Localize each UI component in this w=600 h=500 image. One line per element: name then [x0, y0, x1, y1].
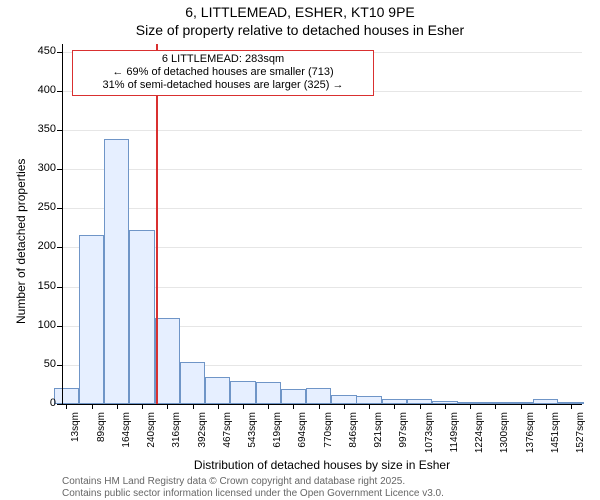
chart-title-line1: 6, LITTLEMEAD, ESHER, KT10 9PE [0, 4, 600, 20]
annotation-box: 6 LITTLEMEAD: 283sqm← 69% of detached ho… [72, 50, 374, 96]
y-tick-label: 100 [18, 319, 56, 331]
footer-line2: Contains public sector information licen… [62, 488, 444, 499]
y-tick-label: 350 [18, 123, 56, 135]
x-tick-label: 392sqm [197, 412, 208, 462]
x-tick-label: 1451sqm [550, 412, 561, 462]
y-tick-label: 0 [18, 397, 56, 409]
x-tick-mark [218, 404, 219, 409]
x-tick-mark [66, 404, 67, 409]
footer-line1: Contains HM Land Registry data © Crown c… [62, 476, 405, 487]
annotation-line: 31% of semi-detached houses are larger (… [77, 79, 369, 92]
x-tick-mark [117, 404, 118, 409]
x-tick-label: 619sqm [272, 412, 283, 462]
x-tick-mark [521, 404, 522, 409]
y-gridline [62, 130, 582, 131]
x-tick-label: 89sqm [96, 412, 107, 462]
x-tick-mark [470, 404, 471, 409]
y-axis-line [62, 44, 63, 404]
histogram-bar [230, 381, 255, 404]
x-tick-label: 316sqm [171, 412, 182, 462]
x-tick-mark [546, 404, 547, 409]
marker-line [156, 44, 158, 404]
x-tick-mark [293, 404, 294, 409]
y-tick-mark [57, 326, 62, 327]
x-tick-mark [142, 404, 143, 409]
x-axis-line [62, 404, 582, 405]
histogram-bar [356, 396, 381, 404]
y-tick-label: 250 [18, 201, 56, 213]
x-tick-mark [445, 404, 446, 409]
y-tick-mark [57, 52, 62, 53]
x-tick-mark [420, 404, 421, 409]
y-tick-label: 400 [18, 84, 56, 96]
y-tick-mark [57, 208, 62, 209]
y-tick-label: 200 [18, 240, 56, 252]
x-tick-mark [495, 404, 496, 409]
y-tick-mark [57, 91, 62, 92]
x-tick-label: 770sqm [323, 412, 334, 462]
x-tick-label: 1149sqm [449, 412, 460, 462]
chart-title-line2: Size of property relative to detached ho… [0, 22, 600, 38]
x-tick-mark [193, 404, 194, 409]
x-tick-label: 921sqm [373, 412, 384, 462]
y-tick-label: 150 [18, 280, 56, 292]
x-tick-mark [319, 404, 320, 409]
x-tick-label: 467sqm [222, 412, 233, 462]
histogram-bar [79, 235, 104, 404]
x-tick-label: 543sqm [247, 412, 258, 462]
annotation-line: 6 LITTLEMEAD: 283sqm [77, 53, 369, 66]
histogram-bar [104, 139, 129, 404]
x-tick-mark [394, 404, 395, 409]
x-tick-mark [344, 404, 345, 409]
y-tick-label: 300 [18, 162, 56, 174]
y-gridline [62, 169, 582, 170]
histogram-bar [155, 318, 180, 404]
x-tick-label: 694sqm [297, 412, 308, 462]
histogram-bar [306, 388, 331, 404]
x-tick-mark [571, 404, 572, 409]
x-tick-label: 997sqm [398, 412, 409, 462]
x-tick-mark [268, 404, 269, 409]
histogram-bar [54, 388, 79, 404]
histogram-bar [129, 230, 154, 404]
y-gridline [62, 208, 582, 209]
y-tick-label: 450 [18, 45, 56, 57]
x-tick-label: 164sqm [121, 412, 132, 462]
x-tick-label: 1300sqm [499, 412, 510, 462]
y-tick-label: 50 [18, 358, 56, 370]
histogram-bar [205, 377, 230, 404]
x-tick-label: 1527sqm [575, 412, 586, 462]
histogram-bar [180, 362, 205, 404]
x-tick-mark [92, 404, 93, 409]
y-tick-mark [57, 130, 62, 131]
x-tick-label: 1376sqm [525, 412, 536, 462]
y-tick-mark [57, 287, 62, 288]
y-tick-mark [57, 404, 62, 405]
x-tick-label: 1224sqm [474, 412, 485, 462]
x-tick-label: 846sqm [348, 412, 359, 462]
histogram-bar [331, 395, 356, 404]
y-tick-mark [57, 169, 62, 170]
x-tick-label: 240sqm [146, 412, 157, 462]
x-tick-mark [243, 404, 244, 409]
x-tick-mark [369, 404, 370, 409]
plot-area [62, 44, 582, 404]
x-tick-mark [167, 404, 168, 409]
annotation-line: ← 69% of detached houses are smaller (71… [77, 66, 369, 79]
histogram-bar [281, 389, 306, 404]
histogram-bar [256, 382, 281, 404]
x-tick-label: 13sqm [70, 412, 81, 462]
y-tick-mark [57, 247, 62, 248]
x-tick-label: 1073sqm [424, 412, 435, 462]
y-tick-mark [57, 365, 62, 366]
